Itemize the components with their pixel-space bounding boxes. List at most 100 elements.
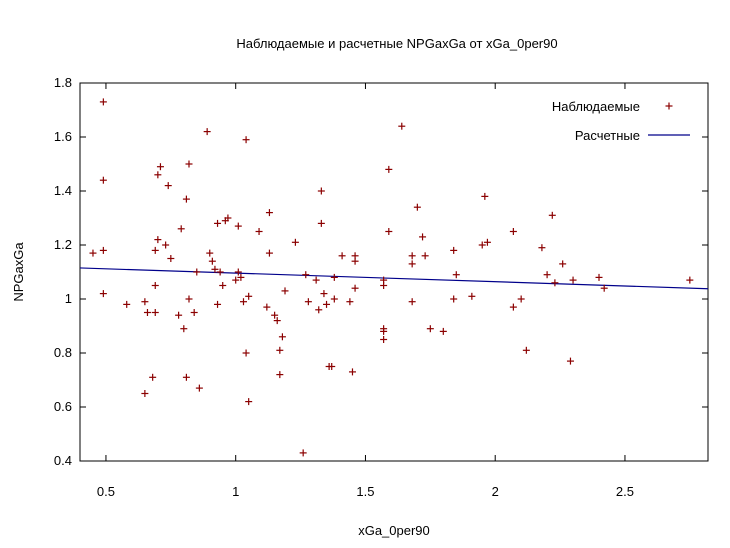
observed-point — [317, 219, 325, 227]
observed-point — [517, 295, 525, 303]
observed-point — [509, 303, 517, 311]
observed-point — [351, 284, 359, 292]
y-tick-label: 0.8 — [54, 345, 72, 360]
series-layer — [79, 98, 709, 457]
y-tick-label: 1.6 — [54, 129, 72, 144]
observed-point — [99, 176, 107, 184]
observed-point — [162, 241, 170, 249]
legend-marker-observed — [665, 102, 673, 110]
observed-point — [315, 306, 323, 314]
observed-point — [421, 252, 429, 260]
observed-point — [413, 203, 421, 211]
observed-point — [330, 295, 338, 303]
observed-point — [239, 298, 247, 306]
observed-point — [559, 260, 567, 268]
observed-point — [193, 268, 201, 276]
observed-point — [177, 225, 185, 233]
observed-point — [304, 298, 312, 306]
observed-point — [543, 271, 551, 279]
observed-point — [278, 333, 286, 341]
observed-point — [328, 363, 336, 370]
y-tick-label: 1.2 — [54, 237, 72, 252]
observed-point — [224, 214, 232, 222]
observed-point — [330, 273, 338, 281]
observed-point — [291, 238, 299, 246]
observed-point — [151, 246, 159, 254]
x-tick-label: 1 — [232, 484, 239, 499]
observed-point — [385, 228, 393, 235]
observed-point — [167, 255, 175, 262]
observed-point — [481, 192, 489, 200]
y-tick-label: 0.6 — [54, 399, 72, 414]
observed-point — [219, 282, 227, 289]
observed-point — [346, 298, 354, 306]
observed-point — [206, 249, 214, 257]
observed-point — [214, 219, 222, 227]
observed-point — [99, 290, 107, 298]
y-axis: 0.4 0.6 0.8 1 1.2 1.4 1.6 1.8 — [54, 75, 708, 468]
legend: Наблюдаемые Расчетные — [552, 99, 690, 143]
y-axis-label: NPGaxGa — [11, 242, 26, 302]
legend-label-observed: Наблюдаемые — [552, 99, 640, 114]
observed-point — [245, 398, 253, 406]
observed-point — [551, 279, 559, 287]
observed-point — [419, 233, 427, 241]
observed-point — [216, 268, 224, 276]
x-axis-label: xGa_0per90 — [358, 523, 430, 538]
observed-point — [237, 273, 245, 281]
observed-point — [89, 249, 97, 257]
observed-point — [522, 346, 530, 354]
observed-point — [320, 290, 328, 298]
observed-point — [271, 311, 279, 319]
observed-point — [338, 252, 346, 260]
observed-point — [380, 336, 388, 343]
observed-point — [245, 292, 253, 300]
observed-point — [99, 98, 107, 106]
observed-point — [203, 128, 211, 136]
observed-point — [299, 449, 307, 457]
observed-point — [380, 327, 388, 335]
observed-point — [265, 209, 273, 217]
observed-point — [385, 165, 393, 173]
observed-point — [154, 171, 162, 179]
x-tick-label: 1.5 — [356, 484, 374, 499]
y-tick-label: 1 — [65, 291, 72, 306]
observed-point — [175, 311, 183, 319]
observed-point — [185, 295, 193, 303]
x-tick-label: 2 — [492, 484, 499, 499]
observed-point — [450, 246, 458, 254]
observed-point — [312, 276, 320, 284]
observed-point — [214, 300, 222, 308]
y-tick-label: 1.8 — [54, 75, 72, 90]
observed-point — [351, 252, 359, 260]
observed-point — [234, 268, 242, 276]
x-axis: 0.5 1 1.5 2 2.5 — [97, 83, 634, 499]
observed-point — [151, 282, 159, 289]
observed-point — [478, 241, 486, 249]
observed-point — [276, 371, 284, 379]
observed-point — [154, 236, 162, 244]
observed-point — [195, 384, 203, 392]
observed-point — [317, 187, 325, 195]
observed-point — [348, 368, 356, 376]
observed-point — [141, 298, 149, 306]
observed-point — [164, 182, 172, 190]
observed-point — [302, 271, 310, 279]
observed-point — [208, 257, 216, 265]
observed-point — [450, 295, 458, 303]
observed-point — [99, 246, 107, 254]
legend-label-calculated: Расчетные — [575, 128, 640, 143]
observed-point — [151, 309, 159, 316]
observed-point — [276, 346, 284, 354]
observed-point — [182, 373, 190, 381]
observed-point — [408, 260, 416, 268]
observed-point — [398, 122, 406, 130]
observed-point — [242, 136, 250, 144]
observed-point — [185, 160, 193, 168]
observed-point — [156, 163, 164, 171]
observed-point — [509, 228, 517, 235]
observed-point — [452, 271, 460, 279]
observed-point — [566, 357, 574, 365]
observed-point — [426, 325, 434, 333]
